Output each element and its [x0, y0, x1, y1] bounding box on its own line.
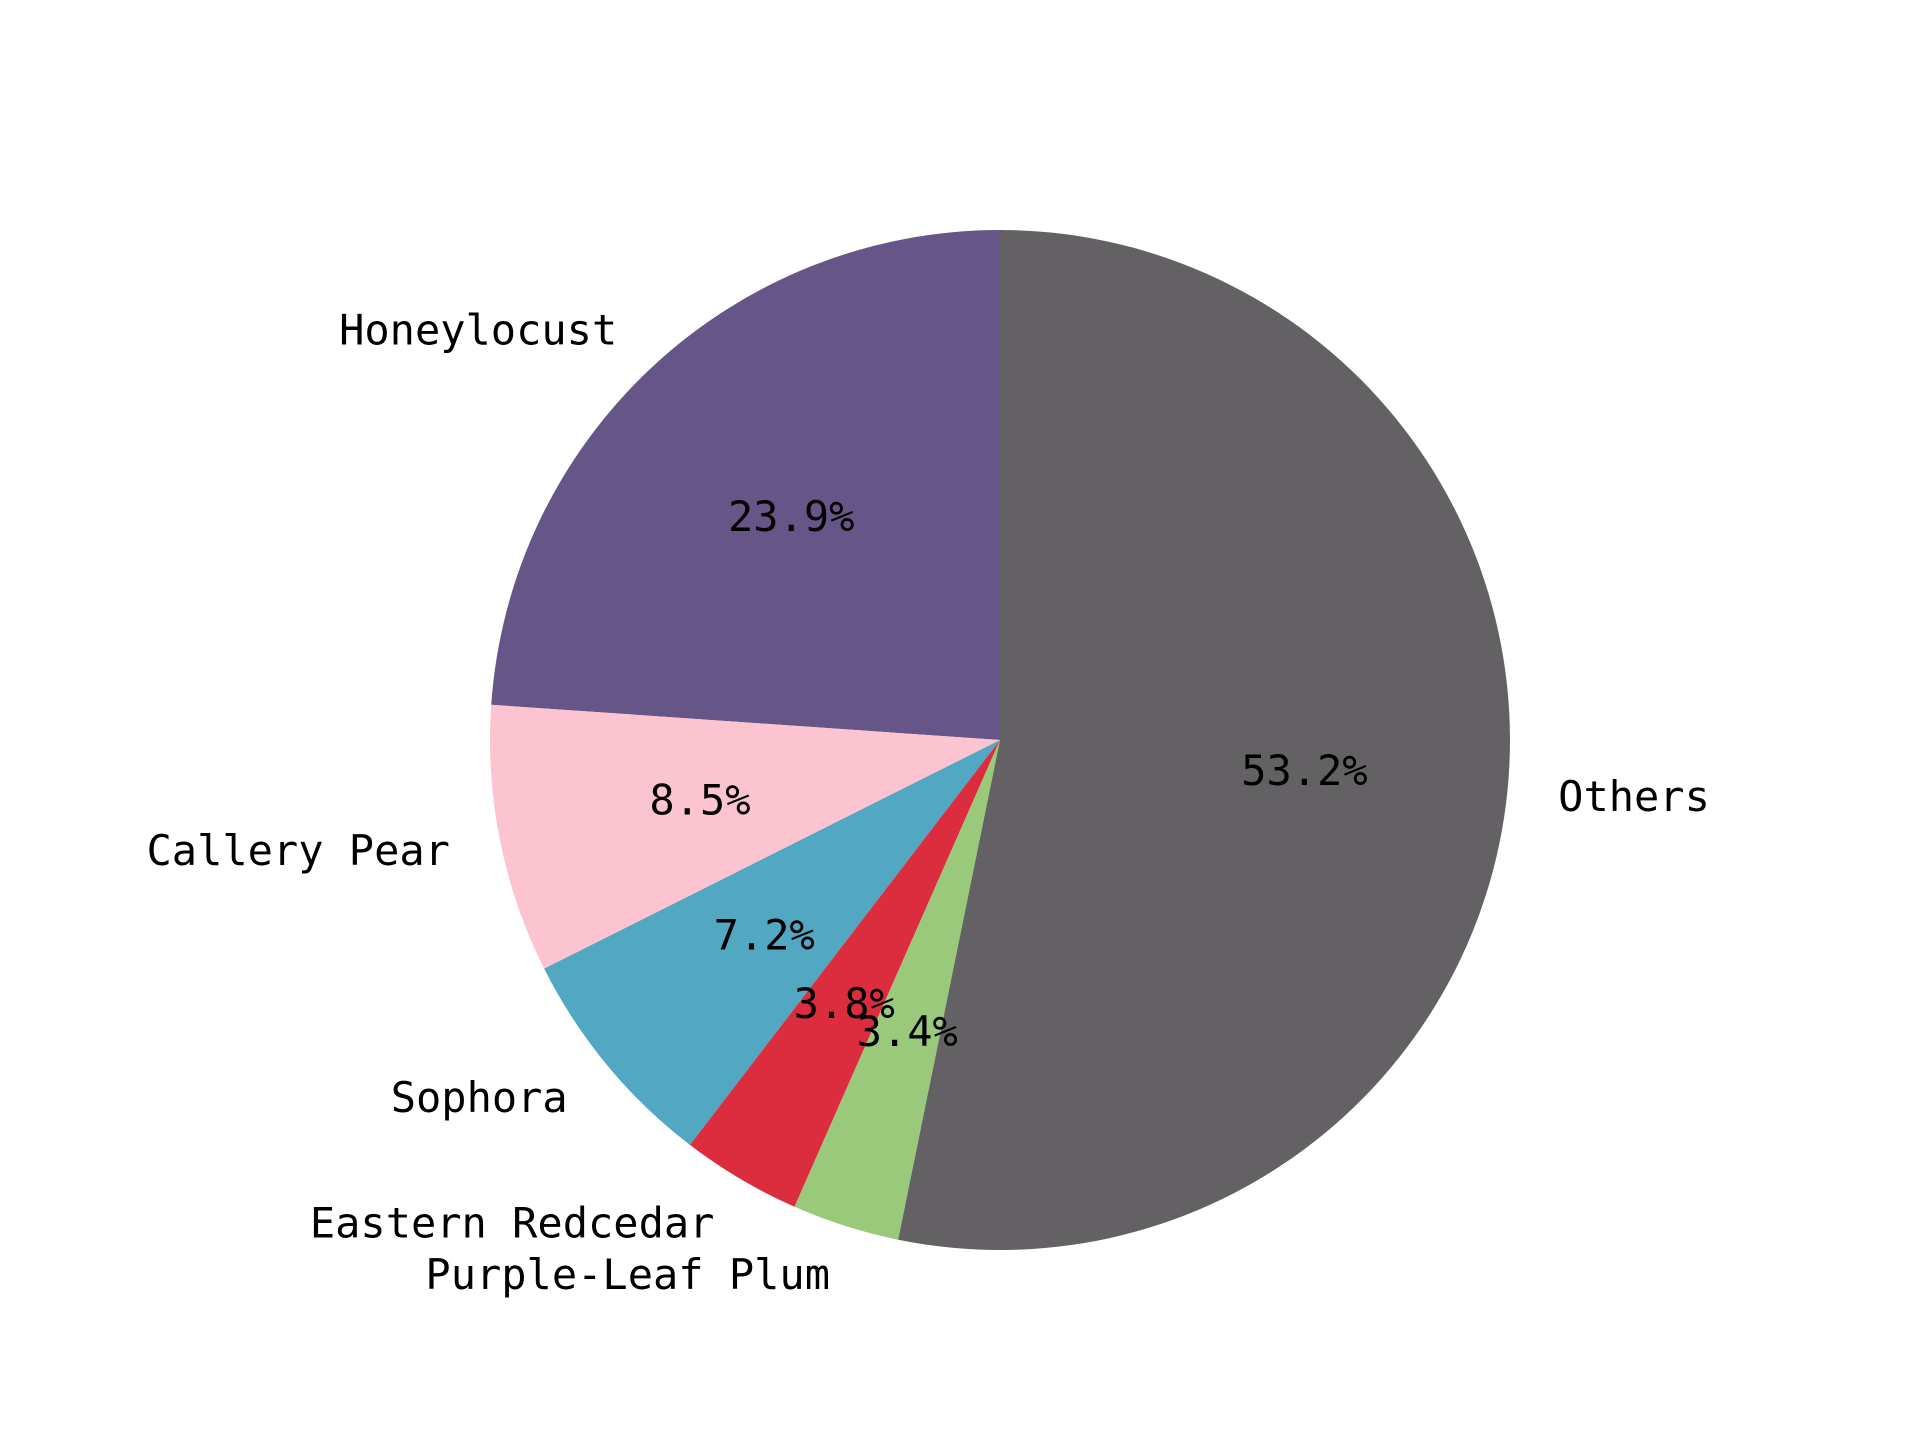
- category-label-others: Others: [1558, 772, 1710, 821]
- pie-slice-purple-leaf-plum: [794, 740, 1000, 1240]
- percent-labels: 23.9% 8.5% 7.2% 3.8%3.4% 53.2%: [649, 492, 1367, 1056]
- category-label-eastern-redcedar: Eastern Redcedar: [310, 1198, 715, 1247]
- category-labels: Honeylocust Callery Pear Sophora Eastern Re…: [147, 305, 1710, 1299]
- category-label-honeylocust: Honeylocust: [339, 305, 617, 354]
- percent-label-callery-pear: 8.5%: [649, 776, 750, 825]
- pie-slice-sophora: [544, 740, 1000, 1145]
- pie-slice-callery-pear: [490, 704, 1000, 969]
- percent-label-purple-leaf-plum: 3.4%: [857, 1007, 958, 1056]
- percent-label-others: 53.2%: [1241, 746, 1367, 795]
- pie-slices: [490, 230, 1511, 1250]
- percent-label-honeylocust: 23.9%: [728, 492, 854, 541]
- pie-slice-eastern-redcedar: [689, 740, 1000, 1207]
- pie-slice-honeylocust: [491, 230, 1000, 740]
- category-label-sophora: Sophora: [391, 1073, 568, 1122]
- category-label-callery-pear: Callery Pear: [147, 826, 450, 875]
- percent-label-sophora: 7.2%: [714, 911, 815, 960]
- percent-label-eastern-redcedar: 3.8%: [794, 979, 895, 1028]
- category-label-purple-leaf-plum: Purple-Leaf Plum: [425, 1250, 830, 1299]
- pie-slice-others: [898, 230, 1511, 1250]
